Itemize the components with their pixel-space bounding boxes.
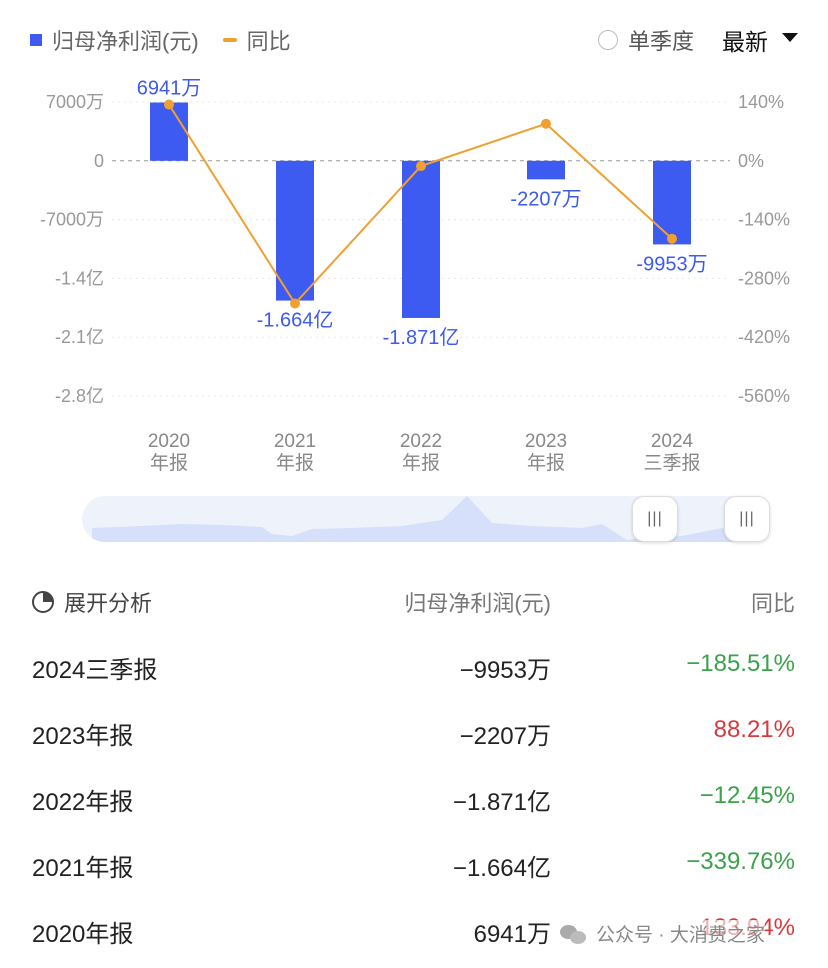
yoy-point [541,118,551,129]
y-left-tick-label: -1.4亿 [55,268,104,288]
row-profit: −1.664亿 [452,855,551,882]
x-tick-label: 三季报 [643,452,700,474]
row-period: 2023年报 [32,723,134,750]
table-row[interactable]: 2022年报 −1.871亿 −12.45% [0,764,828,830]
y-right-tick-label: 140% [738,92,784,112]
y-right-tick-label: -140% [738,210,790,230]
x-tick-label: 年报 [402,452,440,474]
y-right-tick-label: -280% [738,268,790,288]
watermark-text: 公众号 · 大消费之家 [596,925,765,946]
bar-data-label: -1.871亿 [383,326,460,349]
x-tick-label: 年报 [276,452,314,474]
legend-bar-label[interactable]: 归母净利润(元) [52,29,199,54]
bar [276,160,314,301]
yoy-point [164,99,174,110]
header-profit: 归母净利润(元) [404,591,551,616]
x-tick-label: 年报 [150,452,188,474]
x-tick-label: 2020 [148,431,190,452]
row-period: 2020年报 [32,921,134,948]
bar-data-label: 6941万 [137,77,202,99]
row-profit: 6941万 [473,921,551,948]
x-tick-label: 年报 [527,452,565,474]
y-right-tick-label: -560% [738,386,790,406]
y-left-tick-label: -7000万 [40,210,104,230]
caret-down-icon[interactable] [782,32,798,42]
pie-chart-icon [32,591,54,613]
row-profit: −2207万 [459,723,551,750]
wechat-icon [560,923,588,945]
row-period: 2021年报 [32,855,134,882]
chart-legend: 归母净利润(元) 同比 [30,22,291,58]
chart-controls: 单季度 最新 [597,22,798,58]
y-right-tick-label: 0% [738,151,764,171]
navigator-sparkline [92,496,768,542]
row-yoy: −339.76% [686,848,795,875]
row-yoy: −185.51% [686,650,795,677]
row-period: 2024三季报 [32,657,158,684]
header-analysis-label: 展开分析 [64,591,153,616]
table-row[interactable]: 2024三季报 −9953万 −185.51% [0,632,828,698]
range-navigator[interactable]: ||| ||| [82,496,770,542]
y-left-tick-label: -2.1亿 [55,327,104,347]
row-profit: −9953万 [459,657,551,684]
bar [653,160,691,245]
yoy-point [290,298,300,309]
bar [402,160,440,318]
header-yoy: 同比 [750,591,795,616]
watermark: 公众号 · 大消费之家 [560,920,765,947]
expand-analysis-button[interactable]: 展开分析 [32,586,152,618]
y-right-tick-label: -420% [738,327,790,347]
yoy-point [667,233,677,244]
legend-line-swatch [222,38,237,42]
table-row[interactable]: 2023年报 −2207万 88.21% [0,698,828,764]
bar-data-label: -2207万 [510,188,581,210]
data-table: 展开分析 归母净利润(元) 同比 2024三季报 −9953万 −185.51% 20… [0,566,828,962]
period-select[interactable]: 最新 [722,29,768,55]
navigator-right-handle[interactable]: ||| [724,496,770,542]
row-yoy: 88.21% [713,716,795,743]
table-header: 展开分析 归母净利润(元) 同比 [0,566,828,632]
table-row[interactable]: 2021年报 −1.664亿 −339.76% [0,830,828,896]
yoy-point [416,161,426,172]
y-left-tick-label: 7000万 [46,92,104,112]
x-tick-label: 2023 [525,431,567,452]
bar-data-label: -1.664亿 [257,309,334,332]
navigator-left-handle[interactable]: ||| [632,496,678,542]
x-tick-label: 2024 [651,431,694,452]
x-tick-label: 2022 [400,431,442,452]
row-profit: −1.871亿 [452,789,551,816]
single-quarter-radio[interactable] [597,30,618,50]
bar [150,102,188,161]
table-body: 2024三季报 −9953万 −185.51% 2023年报 −2207万 88.21% 2… [0,632,828,962]
profit-chart: 7000万 0 -7000万 -1.4亿 -2.1亿 -2.8亿 140% 0% -140% -2… [40,77,790,474]
row-period: 2022年报 [32,789,134,816]
bar [527,160,565,180]
bar-data-label: -9953万 [636,253,707,275]
y-left-tick-label: -2.8亿 [55,386,104,406]
y-left-tick-label: 0 [94,151,104,171]
single-quarter-label[interactable]: 单季度 [627,29,694,54]
legend-bar-swatch [30,34,42,46]
legend-line-label[interactable]: 同比 [246,29,291,54]
row-yoy: −12.45% [699,782,795,809]
x-tick-label: 2021 [274,431,316,452]
